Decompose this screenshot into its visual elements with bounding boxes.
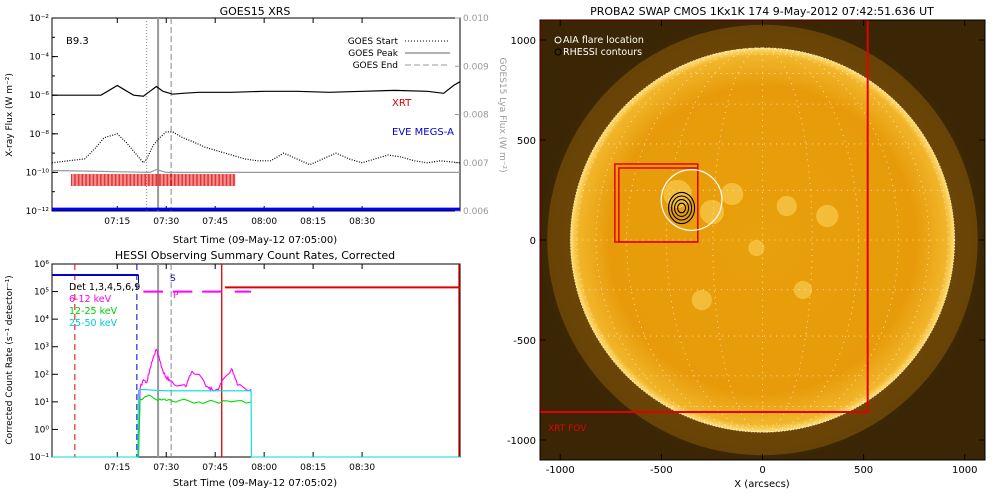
xrs-plot-frame <box>51 17 461 212</box>
hessi-ylabel: Corrected Count Rate (s⁻¹ detector⁻¹) <box>5 275 15 444</box>
xrs-y2-tick-label: 0.009 <box>463 62 489 72</box>
swap-active-region <box>816 204 839 228</box>
hessi-y-tick-label: 10¹ <box>34 398 49 408</box>
xrs-y-tick-label: 10⁻² <box>29 14 49 24</box>
swap-x-tick-label: 500 <box>854 465 873 476</box>
hessi-25-50-line <box>52 388 460 458</box>
xrs-ylabel: X-ray Flux (W m⁻²) <box>5 73 15 157</box>
hessi-y-tick-label: 10⁻¹ <box>29 453 49 463</box>
swap-active-region <box>776 195 797 217</box>
xrs-y-tick-label: 10⁻⁴ <box>29 53 49 63</box>
xrs-eve-label: EVE MEGS-A <box>392 127 454 138</box>
hessi-legend-25-50: 25-50 keV <box>69 318 118 329</box>
hessi-p-label: P <box>173 291 179 301</box>
xrs-title: GOES15 XRS <box>220 5 291 18</box>
swap-y-tick-label: 1000 <box>511 36 536 47</box>
hessi-x-tick-label: 08:15 <box>300 463 326 473</box>
xrs-x-tick-label: 08:15 <box>300 217 326 227</box>
swap-active-region <box>699 199 725 225</box>
swap-x-tick-label: -500 <box>650 465 673 476</box>
xrs-legend-start: GOES Start <box>348 37 399 47</box>
xrs-xrt-label: XRT <box>392 98 412 109</box>
swap-longitude-line <box>626 47 763 433</box>
swap-rhessi-contour <box>671 195 693 221</box>
hessi-x-tick-label: 07:30 <box>153 463 179 473</box>
xrs-lya-line <box>51 168 460 174</box>
swap-y-tick-label: -1000 <box>507 436 536 447</box>
swap-legend-rhessi: RHESSI contours <box>563 47 642 58</box>
xrs-y2-tick-label: 0.007 <box>463 159 489 169</box>
xrs-y-tick-label: 10⁻¹⁰ <box>26 168 50 178</box>
xrs-x-tick-label: 07:45 <box>202 217 228 227</box>
xrs-y2-tick-label: 0.010 <box>463 14 489 24</box>
swap-x-tick-label: 0 <box>759 465 765 476</box>
xrs-xlabel: Start Time (09-May-12 07:05:00) <box>173 235 337 246</box>
swap-fov-label: XRT FOV <box>548 424 587 434</box>
swap-legend-aia: AIA flare location <box>563 35 644 46</box>
hessi-y-tick-label: 10³ <box>34 343 49 353</box>
swap-active-region <box>691 289 712 311</box>
xrs-legend-end: GOES End <box>353 61 398 71</box>
swap-rhessi-contour <box>668 191 696 225</box>
swap-aia-flare-circle <box>660 169 723 231</box>
hessi-y-tick-label: 10⁶ <box>34 260 49 270</box>
xrs-x-tick-label: 07:30 <box>153 217 179 227</box>
xrs-class-label: B9.3 <box>66 36 89 47</box>
swap-longitude-line <box>762 47 899 433</box>
swap-y-tick-label: -500 <box>513 336 536 347</box>
hessi-x-tick-label: 08:30 <box>349 463 375 473</box>
swap-legend-rhessi-symbol <box>554 48 562 56</box>
swap-title: PROBA2 SWAP CMOS 1Kx1K 174 9-May-2012 07… <box>590 5 934 18</box>
swap-longitude-line <box>762 47 949 433</box>
swap-region-box-inner <box>618 167 699 243</box>
swap-y-tick-label: 500 <box>517 136 536 147</box>
hessi-s-label: S <box>170 274 176 284</box>
swap-y-tick-label: 0 <box>530 236 536 247</box>
xrs-y-tick-label: 10⁻¹² <box>26 207 50 217</box>
hessi-legend-12-25: 12-25 keV <box>69 306 118 317</box>
xrs-y-tick-label: 10⁻⁸ <box>29 130 49 140</box>
swap-legend-aia-symbol <box>554 36 562 44</box>
swap-active-region <box>721 182 744 206</box>
hessi-x-tick-label: 08:00 <box>251 463 277 473</box>
xrs-y2-tick-label: 0.008 <box>463 111 489 121</box>
hessi-x-tick-label: 07:15 <box>104 463 130 473</box>
xrs-ylabel-right: GOES15 Lya Flux (W m⁻²) <box>497 57 507 172</box>
swap-active-region <box>793 280 813 300</box>
xrs-x-tick-label: 07:15 <box>104 217 130 227</box>
swap-x-tick-label: -1000 <box>546 465 575 476</box>
hessi-y-tick-label: 10⁰ <box>34 425 49 435</box>
swap-xlabel: X (arcsecs) <box>734 479 790 490</box>
hessi-legend-6-12: 6-12 keV <box>69 294 112 305</box>
hessi-6-12-line <box>137 348 252 458</box>
swap-rhessi-contour <box>674 199 690 217</box>
hessi-y-tick-label: 10² <box>34 370 49 380</box>
hessi-y-tick-label: 10⁴ <box>34 315 49 325</box>
hessi-xlabel: Start Time (09-May-12 07:05:02) <box>173 478 337 489</box>
swap-x-tick-label: 1000 <box>952 465 977 476</box>
xrs-x-tick-label: 08:00 <box>251 217 277 227</box>
xrs-y2-tick-label: 0.006 <box>463 207 489 217</box>
swap-longitude-line <box>576 47 763 433</box>
xrs-x-tick-label: 08:30 <box>349 217 375 227</box>
hessi-y-tick-label: 10⁵ <box>34 288 49 298</box>
xrs-y-tick-label: 10⁻⁶ <box>29 91 49 101</box>
hessi-legend-det: Det 1,3,4,5,6,9 <box>69 282 140 293</box>
xrs-legend-peak: GOES Peak <box>348 49 398 59</box>
hessi-12-25-line <box>137 394 252 458</box>
swap-limb <box>569 47 956 433</box>
xrs-xrt-line <box>52 81 461 97</box>
swap-xrt-fov-box <box>540 20 869 413</box>
hessi-x-tick-label: 07:45 <box>202 463 228 473</box>
swap-rhessi-contour <box>677 202 687 214</box>
hessi-title: HESSI Observing Summary Count Rates, Cor… <box>115 249 395 262</box>
swap-active-region <box>748 239 765 257</box>
